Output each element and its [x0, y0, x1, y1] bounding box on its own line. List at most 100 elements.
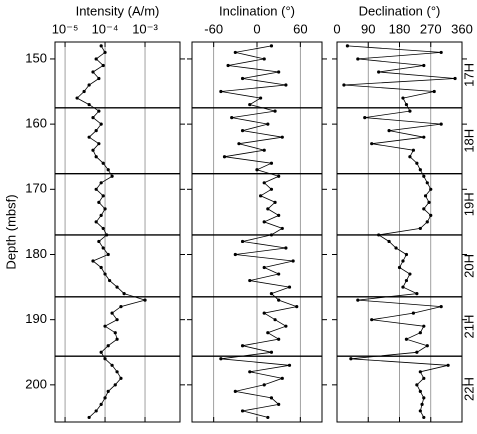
- data-point: [99, 402, 103, 407]
- data-point: [119, 305, 123, 309]
- core-label: 19H: [461, 192, 476, 216]
- data-point: [277, 272, 281, 276]
- data-point: [262, 181, 266, 185]
- data-point: [269, 350, 274, 354]
- data-point: [422, 135, 426, 139]
- data-point: [94, 220, 98, 224]
- data-point: [97, 200, 101, 204]
- data-point: [222, 155, 227, 159]
- core-label: 18H: [461, 129, 476, 153]
- data-point: [110, 174, 114, 178]
- data-point: [99, 181, 103, 185]
- data-point: [420, 402, 424, 407]
- x-tick-label: 0: [333, 21, 340, 36]
- x-tick-label: 60: [293, 21, 307, 36]
- data-point: [248, 370, 252, 374]
- data-point: [377, 70, 381, 74]
- x-tick-label: 270: [420, 21, 442, 36]
- data-point: [401, 96, 405, 100]
- data-point: [432, 89, 436, 94]
- data-point: [240, 76, 245, 81]
- data-point: [262, 57, 266, 61]
- data-point: [101, 194, 105, 198]
- data-point: [415, 161, 419, 165]
- data-point: [387, 129, 391, 133]
- data-point: [101, 226, 105, 231]
- data-point: [356, 57, 360, 61]
- data-point: [387, 239, 391, 244]
- data-point: [269, 161, 274, 165]
- data-point: [429, 187, 433, 191]
- data-point: [94, 187, 98, 191]
- panel-frame: [336, 41, 463, 423]
- data-point: [401, 285, 405, 289]
- data-point: [411, 148, 415, 152]
- data-point: [226, 63, 230, 68]
- data-point: [107, 278, 112, 283]
- data-point: [280, 135, 284, 139]
- data-point: [284, 83, 288, 87]
- data-point: [277, 213, 281, 217]
- data-point: [291, 259, 295, 263]
- data-point: [397, 265, 402, 270]
- data-point: [91, 148, 95, 152]
- data-point: [280, 226, 284, 231]
- data-point: [106, 252, 110, 257]
- data-point: [240, 344, 245, 348]
- y-tick-label: 150: [25, 50, 47, 65]
- data-point: [266, 331, 270, 335]
- data-point: [91, 70, 95, 74]
- data-point: [273, 109, 277, 113]
- data-point: [287, 285, 292, 289]
- data-point: [106, 389, 110, 393]
- data-point: [394, 246, 398, 250]
- data-point: [75, 96, 79, 100]
- data-point: [87, 135, 91, 139]
- data-point: [255, 168, 259, 172]
- data-point: [262, 265, 266, 270]
- data-line: [343, 45, 456, 418]
- data-point: [103, 357, 107, 361]
- data-point: [439, 50, 443, 55]
- data-point: [273, 318, 277, 322]
- data-point: [439, 305, 443, 309]
- data-point: [418, 331, 422, 335]
- data-point: [429, 213, 433, 217]
- data-point: [404, 252, 409, 257]
- data-point: [266, 207, 270, 211]
- data-point: [97, 109, 101, 113]
- data-point: [99, 265, 103, 270]
- data-point: [219, 357, 223, 361]
- y-tick-label: 180: [25, 246, 47, 261]
- core-label: 21H: [461, 315, 476, 339]
- data-point: [103, 50, 107, 55]
- data-point: [269, 187, 274, 191]
- data-point: [422, 174, 426, 178]
- data-point: [113, 331, 117, 335]
- data-point: [119, 376, 123, 380]
- data-point: [110, 311, 114, 315]
- x-tick-label: 0: [253, 21, 260, 36]
- data-point: [423, 194, 428, 198]
- data-point: [94, 155, 98, 159]
- data-point: [99, 44, 103, 48]
- core-label: 17H: [461, 63, 476, 87]
- data-point: [418, 389, 422, 393]
- data-point: [446, 363, 450, 367]
- data-point: [363, 116, 367, 120]
- data-point: [427, 200, 431, 204]
- data-point: [415, 350, 419, 354]
- data-point: [425, 181, 429, 185]
- data-point: [453, 76, 457, 81]
- data-point: [105, 233, 109, 237]
- data-point: [295, 305, 299, 309]
- data-point: [408, 109, 412, 113]
- data-point: [94, 129, 98, 133]
- data-point: [411, 311, 415, 315]
- data-point: [103, 272, 107, 276]
- data-point: [415, 291, 419, 296]
- data-point: [277, 70, 281, 74]
- data-point: [349, 357, 353, 361]
- data-point: [259, 96, 263, 100]
- data-point: [82, 89, 86, 94]
